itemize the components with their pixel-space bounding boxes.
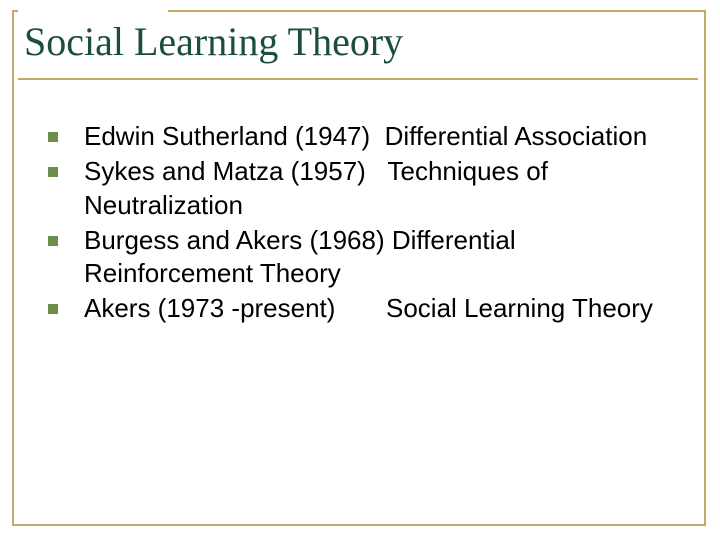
slide-content: Edwin Sutherland (1947) Differential Ass… — [48, 120, 676, 328]
bullet-list: Edwin Sutherland (1947) Differential Ass… — [48, 120, 676, 326]
slide: Social Learning Theory Edwin Sutherland … — [0, 0, 720, 540]
bullet-text: Akers (1973 -present) Social Learning Th… — [84, 293, 653, 323]
title-bar: Social Learning Theory — [18, 20, 698, 80]
bullet-square-icon — [48, 236, 58, 246]
bullet-square-icon — [48, 167, 58, 177]
bullet-text: Burgess and Akers (1968) Differential Re… — [84, 225, 516, 288]
slide-title: Social Learning Theory — [24, 20, 403, 64]
bullet-text: Sykes and Matza (1957) Techniques of Neu… — [84, 156, 548, 219]
list-item: Sykes and Matza (1957) Techniques of Neu… — [48, 155, 676, 222]
list-item: Edwin Sutherland (1947) Differential Ass… — [48, 120, 676, 153]
list-item: Burgess and Akers (1968) Differential Re… — [48, 224, 676, 291]
list-item: Akers (1973 -present) Social Learning Th… — [48, 292, 676, 325]
bullet-square-icon — [48, 304, 58, 314]
bullet-square-icon — [48, 132, 58, 142]
bullet-text: Edwin Sutherland (1947) Differential Ass… — [84, 121, 647, 151]
